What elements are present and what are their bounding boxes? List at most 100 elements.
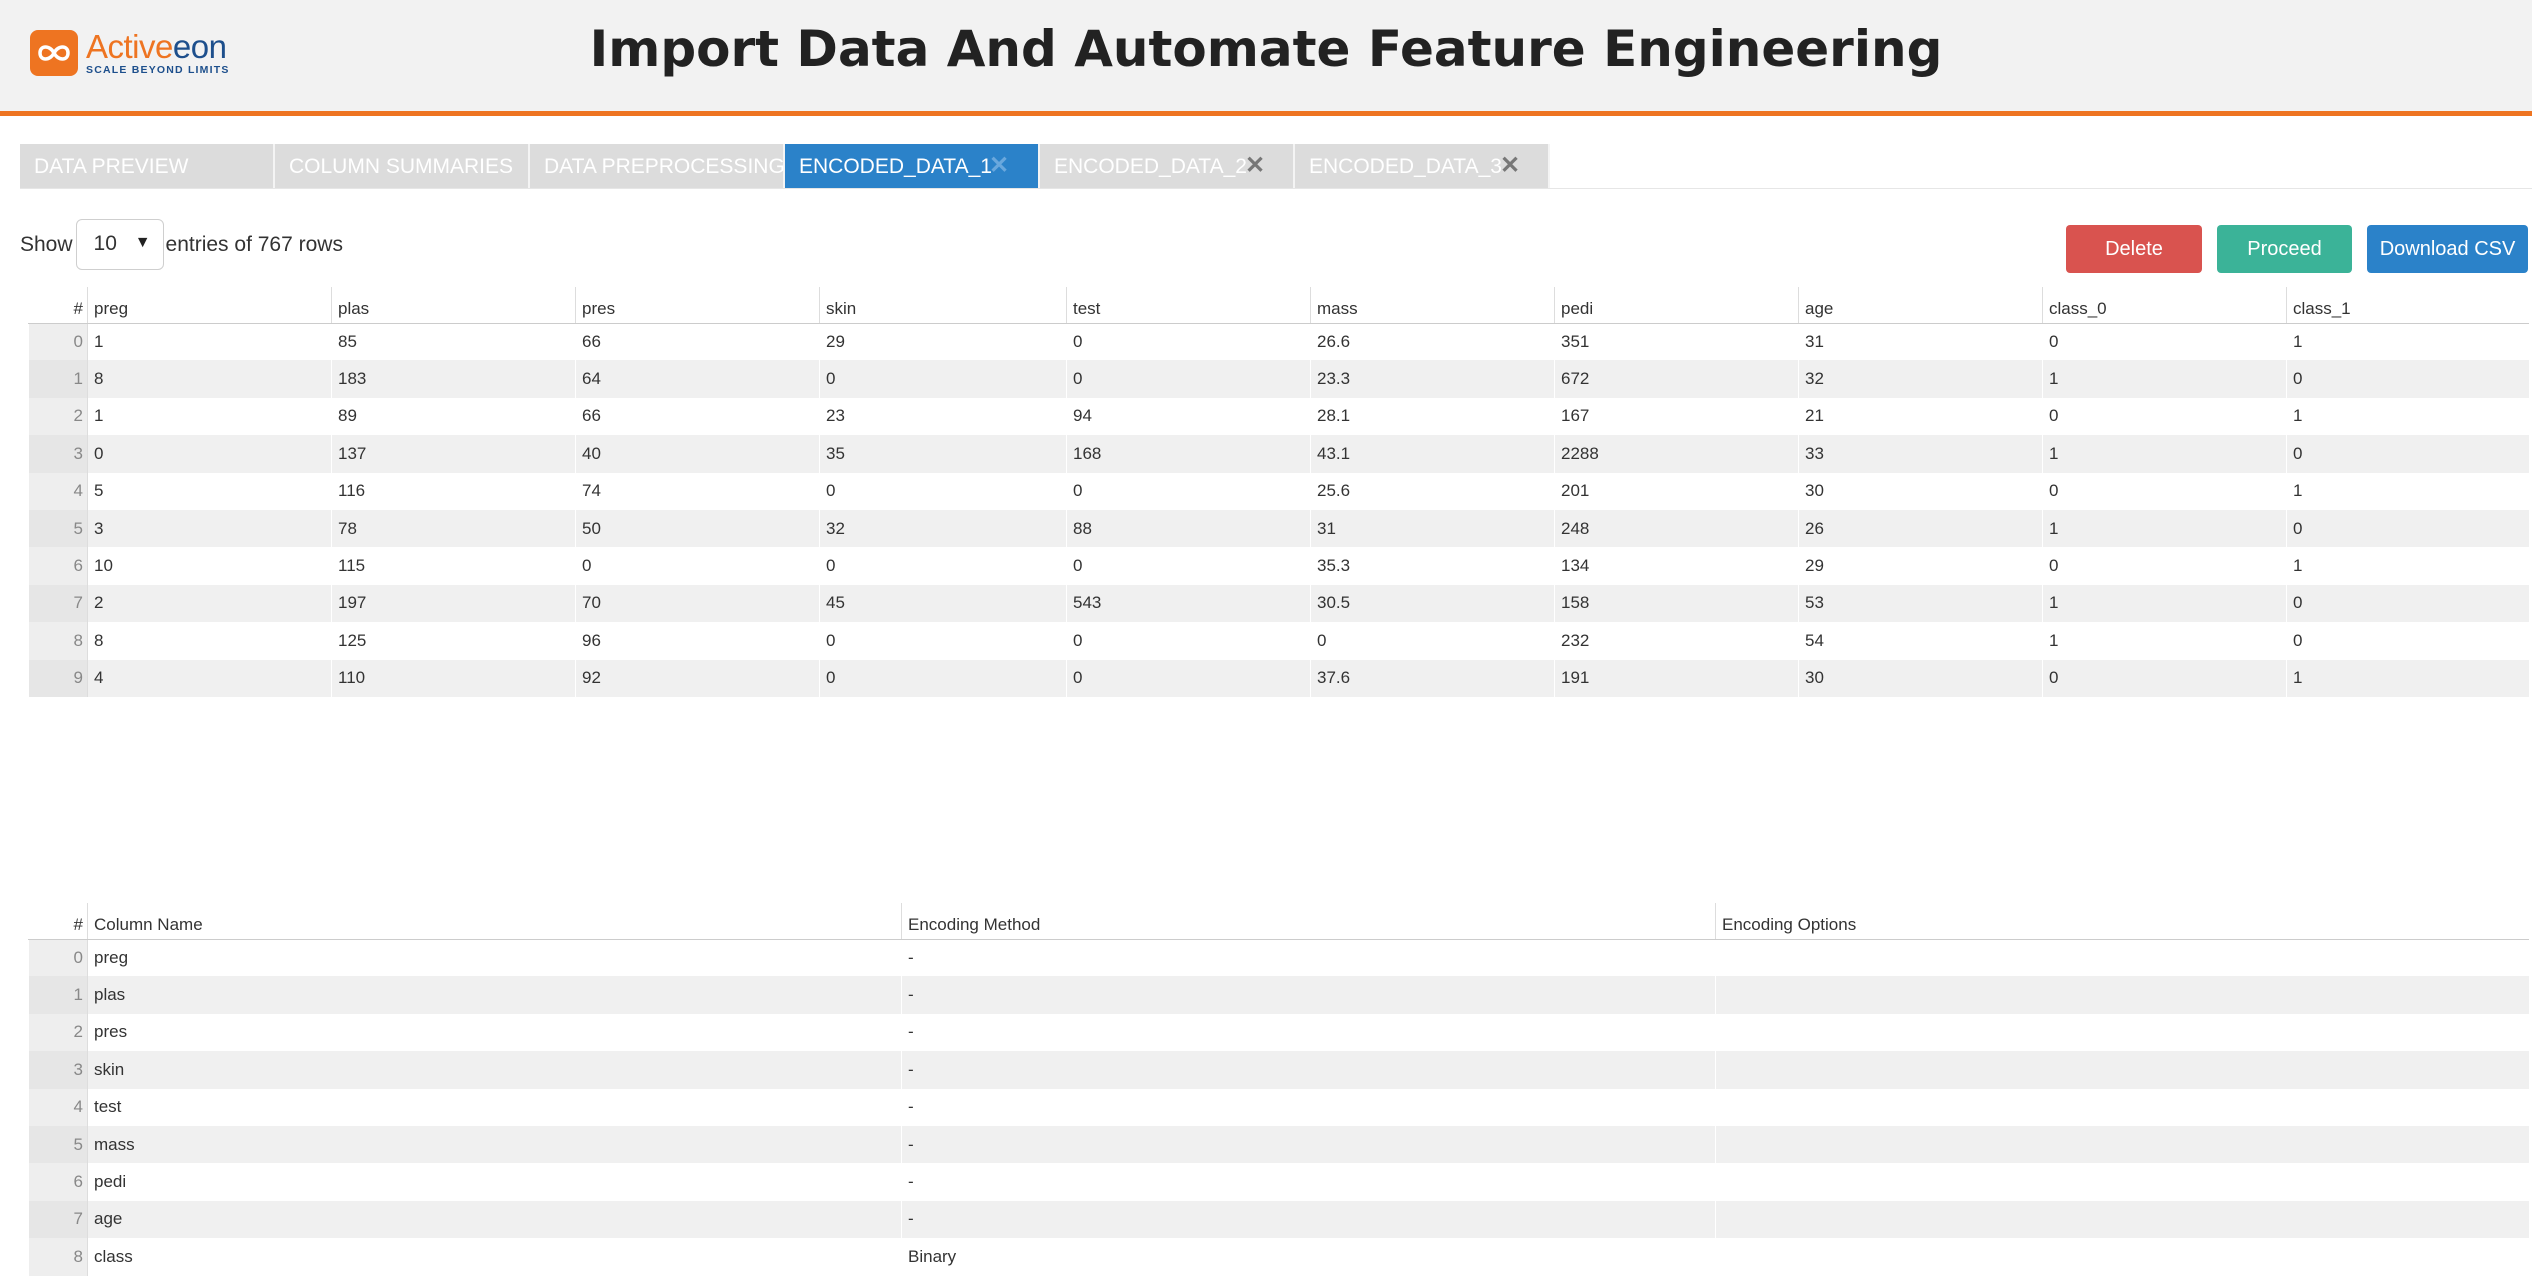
table-row[interactable]: 2 pres -	[28, 1013, 2529, 1052]
table-cell: test	[94, 1097, 122, 1117]
column-header[interactable]: class_0	[2042, 287, 2287, 324]
table-cell: skin	[87, 1051, 902, 1089]
close-icon[interactable]: ✕	[989, 152, 1010, 179]
column-header[interactable]: pres	[575, 287, 820, 324]
table-cell: 8	[94, 630, 104, 650]
column-header[interactable]: #	[28, 287, 88, 324]
tab-encoded-data-1[interactable]: ENCODED_DATA_1 ✕	[785, 144, 1040, 188]
table-row[interactable]: 1 plas -	[28, 976, 2529, 1014]
table-row[interactable]: 3 skin -	[28, 1051, 2529, 1089]
table-cell: 92	[575, 659, 820, 697]
table-cell: 5	[94, 481, 104, 501]
tab-data-preview[interactable]: DATA PREVIEW	[20, 144, 275, 188]
table-cell: 32	[1798, 360, 2043, 398]
tab-encoded-data-3[interactable]: ENCODED_DATA_3 ✕	[1295, 144, 1550, 188]
table-row[interactable]: 6 pedi -	[28, 1163, 2529, 1201]
close-icon[interactable]: ✕	[1245, 152, 1266, 179]
table-cell: 0	[2286, 584, 2529, 623]
table-row[interactable]: 0 1 85 66 29 0 26.6 351 31 0 1	[28, 323, 2529, 361]
table-cell	[1716, 1089, 2529, 1126]
table-cell: 201	[1561, 481, 1590, 501]
activeeon-logo[interactable]: Activeeon SCALE BEYOND LIMITS	[30, 30, 230, 76]
row-index: 8	[28, 622, 88, 660]
page-title: Import Data And Automate Feature Enginee…	[589, 20, 1943, 78]
table-cell: 0	[2293, 630, 2303, 650]
table-cell: -	[901, 976, 1716, 1014]
delete-button[interactable]: Delete	[2066, 225, 2202, 273]
logo-name-suffix: eon	[172, 28, 227, 66]
column-header[interactable]: skin	[819, 287, 1067, 324]
tab-bar: DATA PREVIEW COLUMN SUMMARIES DATA PREPR…	[20, 144, 1550, 189]
table-row[interactable]: 7 age -	[28, 1200, 2529, 1239]
tab-label: COLUMN SUMMARIES	[289, 155, 514, 178]
column-header[interactable]: test	[1066, 287, 1311, 324]
table-cell	[1716, 1238, 2529, 1275]
column-header[interactable]: class_1	[2286, 287, 2529, 324]
table-cell: 0	[2042, 659, 2287, 697]
entries-select[interactable]: 10 ▼	[75, 219, 164, 270]
table-cell	[1716, 1163, 2529, 1200]
table-row[interactable]: 6 10 115 0 0 0 35.3 134 29 0 1	[28, 547, 2529, 585]
table-row[interactable]: 4 test -	[28, 1088, 2529, 1126]
table-cell: plas	[87, 976, 902, 1014]
tab-column-summaries[interactable]: COLUMN SUMMARIES	[275, 144, 530, 188]
tab-encoded-data-2[interactable]: ENCODED_DATA_2 ✕	[1040, 144, 1295, 188]
table-row[interactable]: 5 3 78 50 32 88 31 248 26 1 0	[28, 509, 2529, 548]
table-cell: 1	[2049, 630, 2059, 650]
column-header[interactable]: pedi	[1554, 287, 1799, 324]
table-cell: -	[901, 1051, 1716, 1089]
close-icon[interactable]: ✕	[1500, 152, 1521, 179]
row-index: 6	[28, 1163, 88, 1201]
table-cell: -	[901, 1200, 1716, 1239]
table-row[interactable]: 9 4 110 92 0 0 37.6 191 30 0 1	[28, 659, 2529, 697]
row-index: 7	[28, 1200, 88, 1239]
table-cell: 66	[582, 331, 601, 351]
table-row[interactable]: 2 1 89 66 23 94 28.1 167 21 0 1	[28, 397, 2529, 436]
column-header[interactable]: Column Name	[87, 903, 902, 940]
table-cell: 0	[1073, 331, 1083, 351]
column-header[interactable]: Encoding Options	[1715, 903, 2529, 940]
column-header[interactable]: #	[28, 903, 88, 940]
show-label: Show	[20, 232, 73, 256]
table-cell: preg	[94, 947, 129, 967]
table-row[interactable]: 8 class Binary	[28, 1238, 2529, 1276]
table-cell: 4	[87, 659, 332, 697]
table-cell: 35.3	[1317, 556, 1351, 576]
row-index: 5	[28, 1125, 88, 1164]
table-cell: 0	[1073, 481, 1083, 501]
table-cell: 0	[819, 360, 1067, 398]
row-index: 4	[28, 472, 88, 510]
table-cell	[1715, 976, 2529, 1014]
table-cell: 1	[94, 406, 104, 426]
table-row[interactable]: 7 2 197 70 45 543 30.5 158 53 1 0	[28, 584, 2529, 623]
column-header[interactable]: age	[1798, 287, 2043, 324]
table-cell: 115	[338, 556, 366, 576]
table-row[interactable]: 1 8 183 64 0 0 23.3 672 32 1 0	[28, 360, 2529, 398]
table-cell: 116	[338, 481, 366, 501]
column-header[interactable]: plas	[331, 287, 576, 324]
column-header[interactable]: mass	[1310, 287, 1555, 324]
entries-control: Show 10 ▼ entries of 767 rows	[20, 219, 343, 270]
download-csv-button[interactable]: Download CSV	[2367, 225, 2528, 273]
table-cell: 0	[2049, 406, 2059, 426]
table-row[interactable]: 8 8 125 96 0 0 0 232 54 1 0	[28, 622, 2529, 660]
column-header[interactable]: Encoding Method	[901, 903, 1716, 940]
table-cell: 53	[1798, 584, 2043, 623]
table-cell: 50	[575, 509, 820, 548]
tab-data-preprocessing[interactable]: DATA PREPROCESSING	[530, 144, 785, 188]
table-row[interactable]: 3 0 137 40 35 168 43.1 2288 33 1 0	[28, 435, 2529, 473]
table-row[interactable]: 5 mass -	[28, 1125, 2529, 1164]
table-cell: 137	[331, 435, 576, 473]
table-row[interactable]: 0 preg -	[28, 939, 2529, 977]
table-cell: 0	[826, 556, 836, 576]
table-cell: 0	[1317, 630, 1327, 650]
table-cell: 78	[331, 509, 576, 548]
table-cell: 1	[2042, 584, 2287, 623]
table-cell: 0	[582, 556, 592, 576]
proceed-button[interactable]: Proceed	[2217, 225, 2352, 273]
table-cell: 183	[331, 360, 576, 398]
table-row[interactable]: 4 5 116 74 0 0 25.6 201 30 0 1	[28, 472, 2529, 510]
column-header[interactable]: preg	[87, 287, 332, 324]
table-cell: 232	[1561, 630, 1590, 650]
encoded-data-table: # preg plas pres skin test mass pedi age class_0 c…	[28, 287, 2529, 697]
